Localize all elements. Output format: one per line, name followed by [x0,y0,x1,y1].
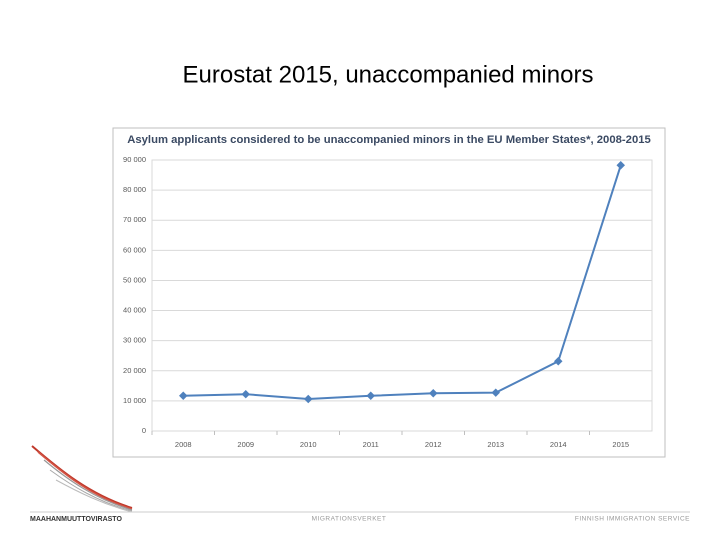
y-tick-label: 60 000 [123,245,146,254]
y-tick-label: 80 000 [123,185,146,194]
logo [31,445,133,513]
y-tick-label: 70 000 [123,215,146,224]
marker [179,391,188,401]
footer-center: MIGRATIONSVERKET [312,516,387,523]
marker [491,388,500,397]
x-tick-label: 2008 [175,440,192,449]
footer-left: MAAHANMUUTTOVIRASTO [30,516,122,523]
marker [429,388,438,398]
x-tick-label: 2009 [237,440,254,449]
line [183,164,622,401]
y-tick-label: 40 000 [123,306,146,315]
y-tick-label: 20 000 [123,366,146,375]
footer-right: FINNISH IMMIGRATION SERVICE [575,516,690,523]
x-tick-label: 2013 [487,440,504,449]
x-tick-label: 2011 [363,440,379,449]
y-tick-label: 90 000 [123,155,146,164]
x-tick-label: 2014 [550,440,567,449]
marker [304,394,313,404]
y-tick-label: 0 [142,426,146,435]
y-tick-label: 10 000 [123,396,146,405]
chart-frame [112,127,666,458]
x-tick-label: 2015 [612,440,629,449]
y-tick-label: 50 000 [123,275,146,284]
x-tick-label: 2010 [300,440,317,449]
marker [554,357,563,366]
x-tick-label: 2012 [425,440,442,449]
slide-title: Eurostat 2015, unaccompanied minors [183,61,594,88]
y-tick-label: 30 000 [123,336,146,345]
chart-title: Asylum applicants considered to be unacc… [127,134,651,146]
marker [241,389,250,399]
marker [366,391,375,401]
